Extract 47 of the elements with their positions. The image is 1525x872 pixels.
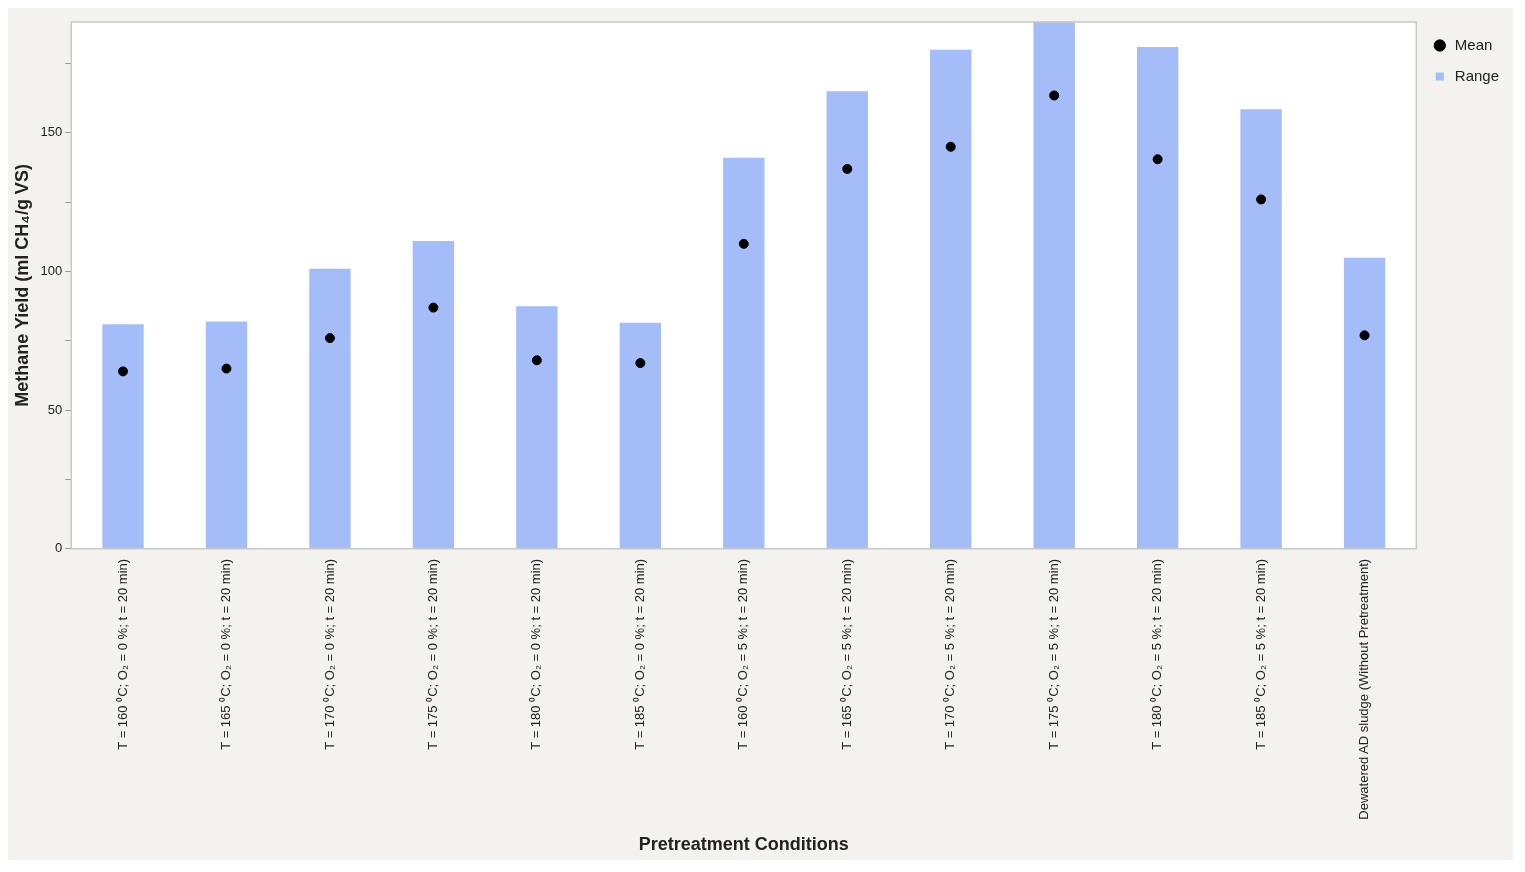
x-tick-label: T = 175 ⁰C; O₂ = 5 %; t = 20 min) [1045, 558, 1061, 750]
y-tick-label: 150 [40, 124, 63, 140]
y-axis-title: Methane Yield (ml CH₄/g VS) [11, 164, 32, 407]
bar [619, 322, 662, 549]
y-tick-label: 100 [40, 263, 63, 279]
bar [930, 49, 972, 549]
bar [516, 306, 558, 549]
bar [102, 324, 144, 549]
legend-label: Mean [1454, 35, 1493, 53]
legend-label: Range [1454, 66, 1499, 84]
point [1359, 330, 1370, 341]
x-tick-label: T = 160 ⁰C; O₂ = 5 %; t = 20 min) [735, 558, 751, 750]
x-tick-label: T = 185 ⁰C; O₂ = 0 %; t = 20 min) [631, 558, 647, 750]
bar [1240, 109, 1282, 549]
bar [723, 157, 765, 549]
bar [826, 91, 868, 549]
bar [309, 268, 351, 549]
point [635, 358, 646, 369]
bar [1343, 257, 1386, 549]
point [531, 355, 542, 366]
x-tick-label: T = 170 ⁰C; O₂ = 5 %; t = 20 min) [942, 558, 958, 750]
bar [412, 241, 455, 549]
point [1049, 90, 1060, 101]
bar [205, 321, 248, 549]
point [118, 366, 129, 377]
x-tick-label: T = 175 ⁰C; O₂ = 0 %; t = 20 min) [424, 558, 440, 750]
bar [1136, 46, 1179, 549]
x-axis-title: Pretreatment Conditions [638, 834, 849, 855]
y-tick-label: 0 [55, 540, 63, 556]
x-tick-label: T = 180 ⁰C; O₂ = 0 %; t = 20 min) [528, 558, 544, 750]
point [842, 163, 853, 174]
x-tick-label: Dewatered AD sludge (Without Pretreatment) [1356, 558, 1372, 820]
x-tick-label: T = 180 ⁰C; O₂ = 5 %; t = 20 min) [1149, 558, 1165, 750]
x-tick-label: T = 160 ⁰C; O₂ = 0 %; t = 20 min) [114, 558, 130, 750]
y-tick-label: 50 [47, 401, 63, 417]
x-tick-label: T = 165 ⁰C; O₂ = 0 %; t = 20 min) [218, 558, 234, 750]
point [738, 238, 749, 249]
point [428, 302, 439, 313]
point [945, 141, 956, 152]
point [221, 363, 232, 374]
point [324, 333, 335, 344]
point [1152, 154, 1163, 165]
x-tick-label: T = 185 ⁰C; O₂ = 5 %; t = 20 min) [1252, 558, 1268, 750]
point [1256, 194, 1267, 205]
x-tick-label: T = 165 ⁰C; O₂ = 5 %; t = 20 min) [838, 558, 854, 750]
bar [1033, 22, 1075, 549]
x-tick-label: T = 170 ⁰C; O₂ = 0 %; t = 20 min) [321, 558, 337, 750]
